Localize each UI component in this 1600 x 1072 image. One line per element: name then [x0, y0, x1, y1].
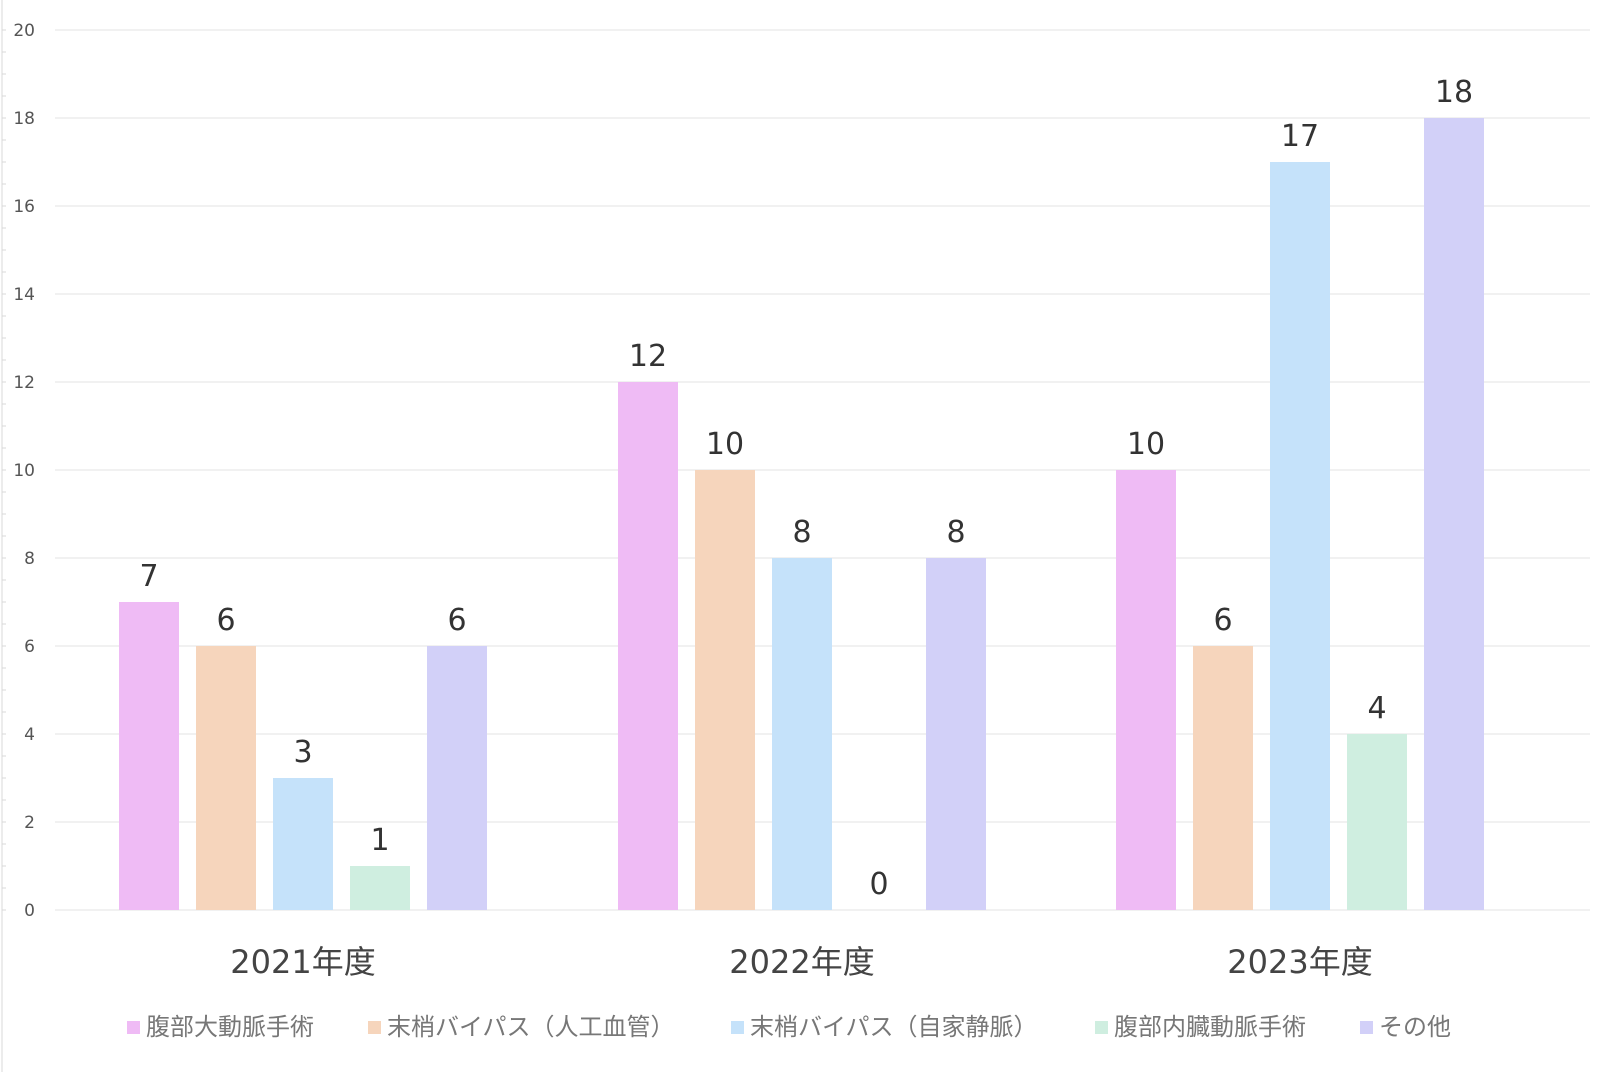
legend-label: 腹部内臓動脈手術	[1114, 1013, 1306, 1041]
bar	[618, 382, 678, 910]
y-tick-label: 18	[13, 109, 35, 129]
bar	[772, 558, 832, 910]
legend-label: 末梢バイパス（人工血管）	[387, 1013, 675, 1041]
y-tick-label: 12	[13, 373, 35, 393]
data-label: 1	[370, 823, 389, 858]
data-label: 8	[946, 515, 965, 550]
legend-swatch	[368, 1021, 381, 1034]
y-tick-label: 2	[24, 813, 35, 833]
legend-label: 腹部大動脈手術	[146, 1013, 314, 1041]
x-category-label: 2021年度	[230, 943, 375, 981]
bar	[196, 646, 256, 910]
data-label: 17	[1281, 119, 1319, 154]
data-label: 0	[869, 867, 888, 902]
bar	[427, 646, 487, 910]
bar	[350, 866, 410, 910]
bar	[926, 558, 986, 910]
data-label: 18	[1435, 75, 1473, 110]
legend-label: その他	[1379, 1013, 1451, 1041]
data-label: 3	[293, 735, 312, 770]
data-label: 6	[447, 603, 466, 638]
data-label: 10	[706, 427, 744, 462]
y-tick-label: 16	[13, 197, 35, 217]
bar	[1193, 646, 1253, 910]
data-label: 7	[139, 559, 158, 594]
y-tick-label: 8	[24, 549, 35, 569]
bar	[1424, 118, 1484, 910]
data-label: 6	[1213, 603, 1232, 638]
x-category-label: 2022年度	[729, 943, 874, 981]
bar	[695, 470, 755, 910]
y-tick-label: 0	[24, 901, 35, 921]
bar	[1347, 734, 1407, 910]
bar	[273, 778, 333, 910]
y-tick-label: 4	[24, 725, 35, 745]
data-label: 10	[1127, 427, 1165, 462]
legend-swatch	[127, 1021, 140, 1034]
bar	[119, 602, 179, 910]
legend-swatch	[731, 1021, 744, 1034]
y-tick-label: 14	[13, 285, 35, 305]
data-label: 6	[216, 603, 235, 638]
legend-swatch	[1095, 1021, 1108, 1034]
y-tick-label: 20	[13, 21, 35, 41]
legend-swatch	[1360, 1021, 1373, 1034]
bar	[1270, 162, 1330, 910]
x-category-label: 2023年度	[1227, 943, 1372, 981]
data-label: 8	[792, 515, 811, 550]
y-tick-label: 10	[13, 461, 35, 481]
data-label: 4	[1367, 691, 1386, 726]
legend-label: 末梢バイパス（自家静脈）	[750, 1013, 1038, 1041]
data-label: 12	[629, 339, 667, 374]
y-tick-label: 6	[24, 637, 35, 657]
bar	[1116, 470, 1176, 910]
